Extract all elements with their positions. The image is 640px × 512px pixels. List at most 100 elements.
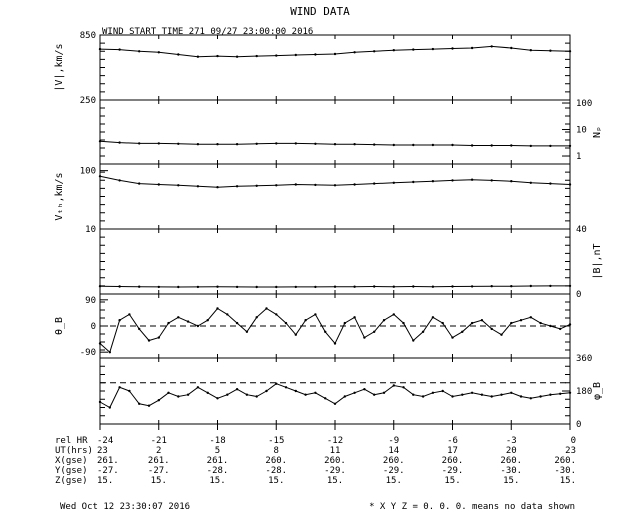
data-point: [549, 393, 552, 396]
data-point: [294, 142, 297, 145]
table-cell: 15.: [386, 476, 402, 486]
table-cell: 260.: [500, 456, 522, 466]
data-point: [118, 179, 121, 182]
data-point: [470, 46, 474, 50]
table-cell: -28.: [265, 466, 287, 476]
data-point: [412, 48, 415, 51]
data-point: [196, 185, 200, 188]
table-cell: -29.: [442, 466, 464, 476]
table-cell: -28.: [207, 466, 229, 476]
data-point: [559, 392, 562, 395]
data-point: [500, 393, 503, 396]
data-point: [275, 285, 278, 289]
table-cell: 15.: [209, 476, 225, 486]
y-tick-label: 90: [85, 296, 96, 306]
data-point: [568, 183, 572, 186]
data-point: [255, 184, 258, 187]
data-point: [206, 319, 209, 322]
table-cell: 5: [215, 446, 220, 456]
data-point: [451, 179, 454, 182]
data-point: [216, 285, 219, 288]
x-axis-layer: [99, 424, 571, 430]
data-point: [157, 183, 160, 186]
table-cell: 260.: [442, 456, 464, 466]
data-point: [314, 285, 317, 289]
data-point: [216, 186, 219, 189]
data-point: [314, 53, 317, 56]
data-point: [255, 285, 258, 289]
data-point: [382, 319, 386, 322]
data-point: [392, 285, 395, 288]
data-point: [392, 313, 395, 316]
data-point: [353, 285, 356, 288]
y-tick-label: 100: [80, 167, 96, 177]
table-cell: -3: [506, 436, 517, 446]
table-cell: 260.: [265, 456, 287, 466]
data-point: [568, 323, 572, 326]
table-cell: -30.: [500, 466, 522, 476]
data-point: [216, 143, 219, 146]
table-cell: 2: [156, 446, 161, 456]
data-point: [314, 313, 317, 316]
data-point: [157, 285, 160, 289]
data-point: [490, 395, 493, 398]
data-point: [157, 336, 160, 339]
y-tick-label: 360: [576, 354, 592, 364]
data-point: [177, 53, 180, 56]
data-point: [519, 395, 523, 398]
data-point: [255, 54, 258, 58]
data-point: [441, 389, 444, 393]
data-point: [353, 183, 356, 186]
data-point: [186, 320, 190, 323]
data-point: [568, 391, 572, 394]
y-tick-label: 10: [576, 126, 587, 136]
data-point: [549, 144, 552, 148]
data-point: [128, 313, 131, 316]
data-point: [461, 330, 464, 333]
table-cell: 261.: [207, 456, 229, 466]
data-point: [568, 284, 572, 288]
table-row-label: X(gse): [55, 456, 88, 466]
panel-frame: [99, 99, 571, 165]
data-point: [519, 319, 523, 322]
data-point: [470, 144, 474, 147]
table-cell: 14: [388, 446, 399, 456]
data-point: [412, 143, 415, 147]
data-point: [294, 285, 297, 289]
data-point: [216, 307, 219, 310]
data-point: [529, 181, 532, 184]
plot-title: WIND DATA: [290, 5, 350, 18]
data-point: [255, 395, 258, 398]
data-point: [177, 142, 180, 145]
data-point: [314, 183, 317, 187]
y-axis-label: Vₜₕ,km/s: [54, 172, 65, 220]
y-tick-label: 0: [576, 290, 581, 300]
data-point: [529, 316, 532, 319]
data-point: [510, 391, 513, 394]
data-point: [314, 391, 317, 394]
data-point: [510, 144, 513, 147]
data-point: [138, 285, 141, 288]
table-cell: 23: [97, 446, 108, 456]
data-point: [118, 386, 121, 389]
data-point: [421, 330, 425, 333]
data-point: [490, 285, 493, 288]
data-point: [98, 285, 102, 288]
data-point: [235, 55, 239, 58]
data-point: [235, 321, 239, 325]
y-tick-label: -90: [80, 348, 96, 358]
series-line-thetaB: [99, 307, 571, 354]
y-tick-label: 0: [91, 322, 96, 332]
data-point: [167, 391, 170, 394]
data-point: [549, 49, 552, 52]
data-point: [490, 144, 493, 147]
data-point: [373, 330, 376, 333]
y-axis-label: |V|,km/s: [54, 43, 65, 91]
panel-Np: 100 10 1 Nₚ: [98, 99, 603, 165]
table-cell: 260.: [554, 456, 576, 466]
data-point: [382, 391, 386, 394]
table-row-label: Z(gse): [55, 476, 88, 486]
y-axis-label: |B|,nT: [592, 243, 603, 279]
table-cell: 15.: [503, 476, 519, 486]
data-point: [333, 143, 337, 146]
